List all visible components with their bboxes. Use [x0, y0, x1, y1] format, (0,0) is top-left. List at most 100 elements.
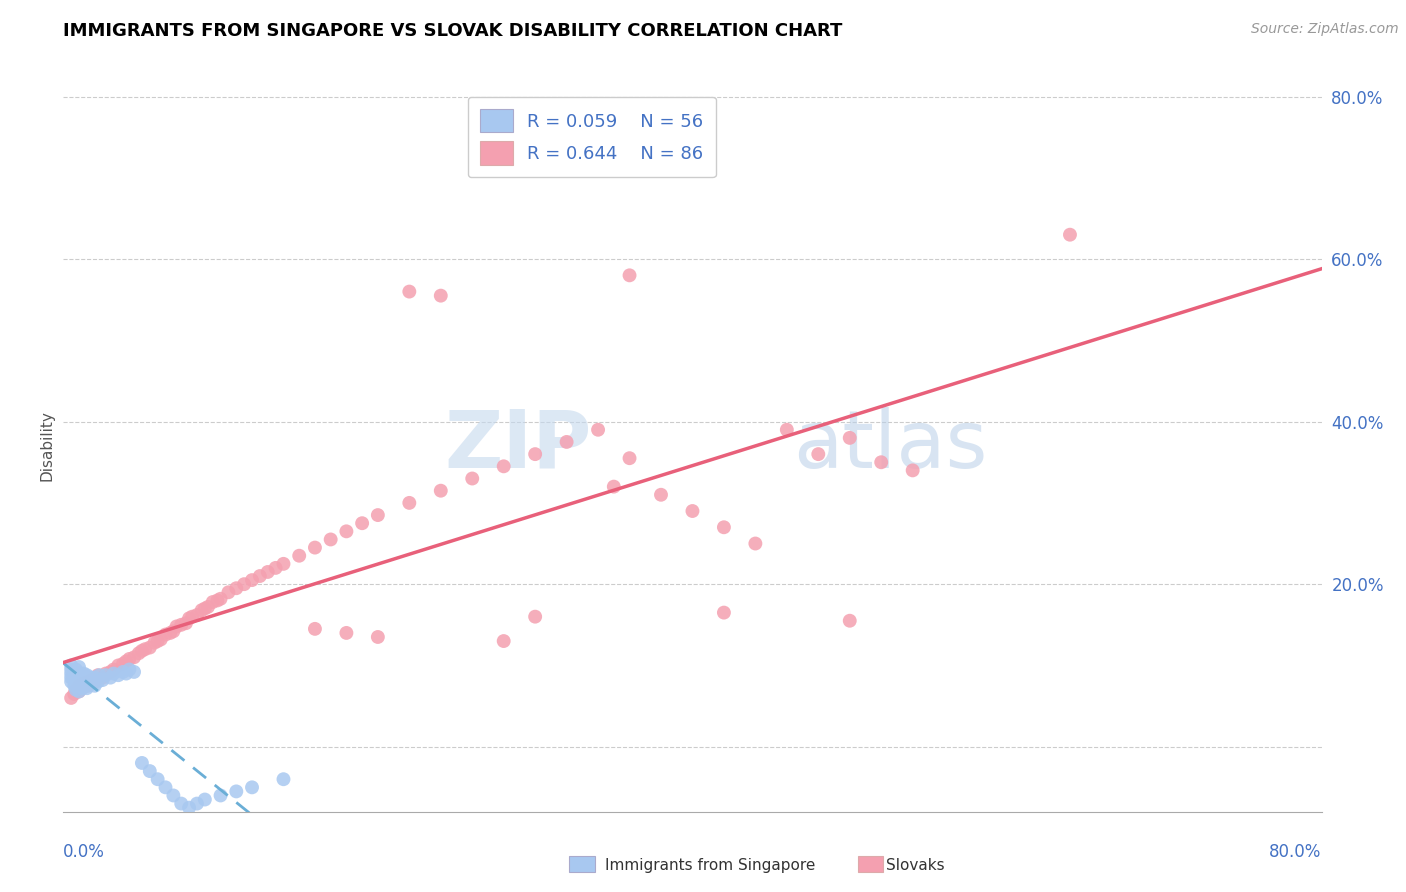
Point: [870, 455, 893, 469]
Point: [76, 679, 98, 693]
Point: [838, 614, 860, 628]
Point: [112, 657, 135, 671]
Point: [682, 504, 704, 518]
Point: [94, 668, 117, 682]
Point: [304, 541, 326, 555]
Point: [112, 665, 135, 679]
Point: [430, 483, 453, 498]
Point: [100, 665, 122, 679]
Point: [555, 434, 578, 449]
Point: [713, 520, 735, 534]
Point: [65, 682, 87, 697]
Point: [83, 674, 105, 689]
Point: [83, 671, 105, 685]
Point: [240, 780, 263, 795]
Point: [63, 679, 86, 693]
Text: Immigrants from Singapore: Immigrants from Singapore: [605, 858, 815, 872]
Point: [103, 663, 125, 677]
Point: [100, 671, 122, 685]
Point: [209, 789, 232, 803]
Point: [73, 673, 96, 687]
Point: [398, 496, 420, 510]
Point: [87, 674, 110, 689]
Point: [194, 792, 217, 806]
Point: [319, 533, 342, 547]
Point: [197, 599, 219, 614]
Point: [122, 665, 145, 679]
Point: [134, 642, 156, 657]
Point: [60, 663, 83, 677]
Point: [77, 679, 100, 693]
Point: [776, 423, 799, 437]
Point: [186, 797, 208, 811]
Point: [139, 764, 162, 778]
Point: [264, 561, 287, 575]
Point: [60, 674, 83, 689]
Text: atlas: atlas: [793, 407, 987, 485]
Point: [60, 671, 83, 685]
Point: [70, 681, 93, 696]
Point: [586, 423, 609, 437]
Point: [70, 668, 93, 682]
Point: [76, 668, 98, 682]
Point: [398, 285, 420, 299]
Point: [181, 609, 204, 624]
Point: [367, 508, 389, 522]
Point: [65, 671, 87, 685]
Point: [131, 756, 153, 770]
Point: [149, 632, 172, 647]
Point: [115, 666, 138, 681]
Point: [335, 626, 357, 640]
Point: [73, 676, 96, 690]
Point: [67, 679, 90, 693]
Text: Slovaks: Slovaks: [886, 858, 945, 872]
Point: [80, 673, 103, 687]
Point: [166, 619, 188, 633]
Point: [65, 682, 87, 697]
Point: [650, 488, 672, 502]
Point: [367, 630, 389, 644]
Point: [155, 627, 177, 641]
Point: [94, 666, 117, 681]
Point: [201, 595, 224, 609]
Point: [91, 671, 114, 685]
Point: [524, 609, 547, 624]
Point: [174, 616, 197, 631]
Point: [492, 634, 515, 648]
Point: [492, 459, 515, 474]
Point: [67, 673, 90, 687]
Point: [461, 471, 484, 485]
Point: [177, 800, 201, 814]
Point: [80, 671, 103, 685]
Legend: R = 0.059    N = 56, R = 0.644    N = 86: R = 0.059 N = 56, R = 0.644 N = 86: [468, 96, 716, 178]
Point: [233, 577, 256, 591]
Point: [118, 652, 141, 666]
Point: [288, 549, 311, 563]
Point: [63, 673, 86, 687]
Point: [603, 480, 626, 494]
Point: [128, 646, 150, 660]
Point: [107, 658, 129, 673]
Point: [240, 573, 263, 587]
Point: [67, 684, 90, 698]
Point: [273, 772, 295, 787]
Point: [67, 684, 90, 698]
Point: [63, 687, 86, 701]
Point: [713, 606, 735, 620]
Point: [162, 624, 184, 639]
Point: [63, 665, 86, 679]
Point: [77, 671, 100, 685]
Point: [146, 772, 169, 787]
Point: [273, 557, 295, 571]
Point: [177, 611, 201, 625]
Point: [79, 674, 101, 689]
Text: IMMIGRANTS FROM SINGAPORE VS SLOVAK DISABILITY CORRELATION CHART: IMMIGRANTS FROM SINGAPORE VS SLOVAK DISA…: [63, 22, 842, 40]
Point: [619, 268, 641, 283]
Point: [67, 679, 90, 693]
Point: [70, 674, 93, 689]
Point: [107, 668, 129, 682]
Point: [186, 608, 208, 623]
Text: 80.0%: 80.0%: [1270, 843, 1322, 861]
Text: 0.0%: 0.0%: [63, 843, 105, 861]
Point: [304, 622, 326, 636]
